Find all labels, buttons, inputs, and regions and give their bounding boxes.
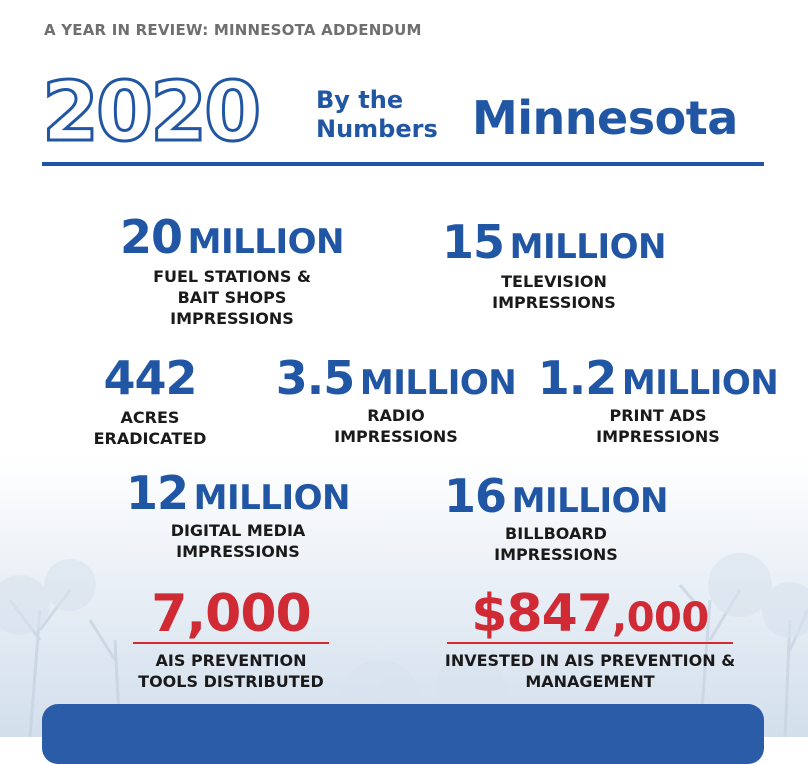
stat-label: ACRES <box>120 408 180 427</box>
by-the-line2: Numbers <box>316 115 438 143</box>
stat-value: 15 <box>442 215 505 269</box>
stat-label: ERADICATED <box>93 429 207 448</box>
stat-value: 442 <box>103 351 197 405</box>
stat-fuel-stations: 20 MILLION FUEL STATIONS & BAIT SHOPS IM… <box>100 214 364 329</box>
stat-label: DIGITAL MEDIA <box>170 521 306 540</box>
year-text: 2020 <box>42 70 258 150</box>
year-outline-title: 2020 <box>41 70 263 150</box>
stat-unit: MILLION <box>187 222 345 262</box>
stat-label: TELEVISION <box>501 272 607 291</box>
stat-billboard: 16 MILLION BILLBOARD IMPRESSIONS <box>424 473 688 565</box>
stat-label: BAIT SHOPS <box>177 288 287 307</box>
stat-label: AIS PREVENTION <box>155 651 307 670</box>
stat-unit: MILLION <box>511 481 669 521</box>
stat-tools-distributed: 7,000 AIS PREVENTION TOOLS DISTRIBUTED <box>118 588 344 692</box>
stat-label: FUEL STATIONS & <box>153 267 311 286</box>
stat-unit: MILLION <box>621 363 779 403</box>
stat-print-ads: 1.2 MILLION PRINT ADS IMPRESSIONS <box>528 355 788 447</box>
stat-unit: MILLION <box>509 227 667 267</box>
footer-panel <box>42 704 764 764</box>
stat-label: IMPRESSIONS <box>334 427 458 446</box>
stat-value: 3.5 <box>275 351 355 405</box>
stat-label: BILLBOARD <box>505 524 607 543</box>
stat-label: IMPRESSIONS <box>492 293 616 312</box>
stat-value: $847 <box>471 584 613 644</box>
stat-label: PRINT ADS <box>609 406 707 425</box>
stat-invested: $847,000 INVESTED IN AIS PREVENTION & MA… <box>420 588 760 692</box>
stat-underline <box>133 642 329 644</box>
stat-label: IMPRESSIONS <box>170 309 294 328</box>
stat-value: 1.2 <box>537 351 617 405</box>
stat-label: RADIO <box>367 406 425 425</box>
stat-label: IMPRESSIONS <box>494 545 618 564</box>
state-title: Minnesota <box>472 91 738 145</box>
stat-label: TOOLS DISTRIBUTED <box>138 672 324 691</box>
stat-label: IMPRESSIONS <box>176 542 300 561</box>
stat-television: 15 MILLION TELEVISION IMPRESSIONS <box>422 219 686 313</box>
by-the-line1: By the <box>316 86 404 114</box>
stat-unit: MILLION <box>359 363 517 403</box>
stat-value: 20 <box>120 210 183 264</box>
stat-unit: ,000 <box>612 595 709 641</box>
stat-radio: 3.5 MILLION RADIO IMPRESSIONS <box>262 355 530 447</box>
stat-digital-media: 12 MILLION DIGITAL MEDIA IMPRESSIONS <box>108 470 368 562</box>
header-divider <box>42 162 764 166</box>
stat-value: 12 <box>126 466 189 520</box>
stat-value: 7,000 <box>151 584 311 644</box>
stat-underline <box>447 642 733 644</box>
stat-label: IMPRESSIONS <box>596 427 720 446</box>
by-the-numbers: By the Numbers <box>316 86 438 144</box>
stat-unit: MILLION <box>193 478 351 518</box>
stat-acres: 442 ACRES ERADICATED <box>70 355 230 449</box>
stat-label: MANAGEMENT <box>525 672 655 691</box>
stat-value: 16 <box>444 469 507 523</box>
page-kicker: A YEAR IN REVIEW: MINNESOTA ADDENDUM <box>44 21 422 39</box>
stat-label: INVESTED IN AIS PREVENTION & <box>444 651 736 670</box>
